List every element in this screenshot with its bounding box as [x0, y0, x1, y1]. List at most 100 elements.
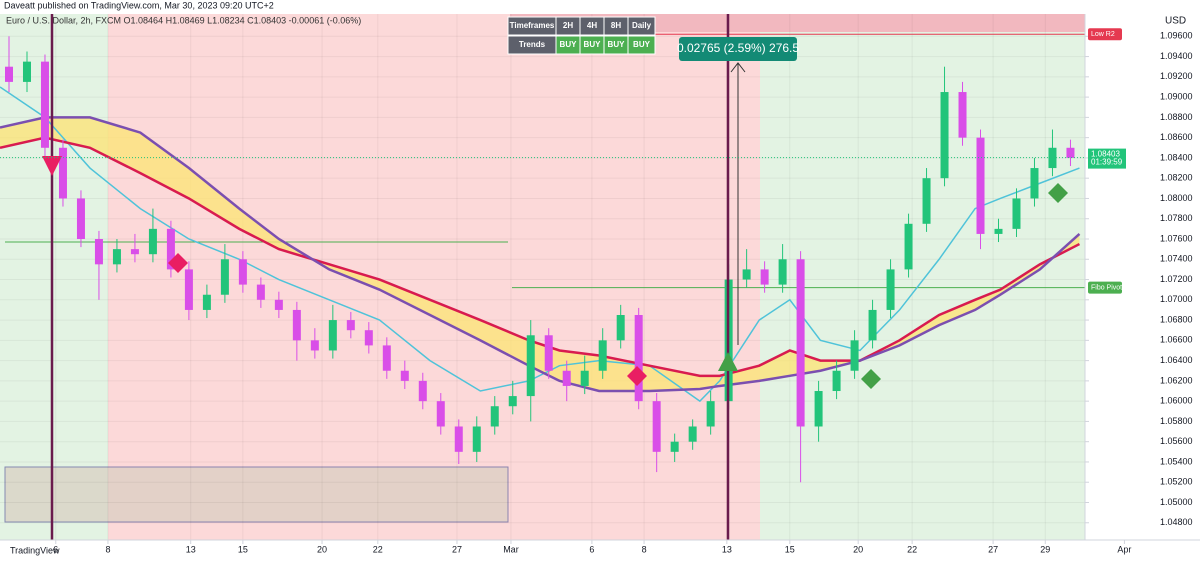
y-tick-label: 1.08000	[1160, 193, 1193, 203]
range-box	[4, 466, 509, 523]
level-label: Fibo Pivot	[1091, 284, 1122, 291]
candle-body	[274, 299, 283, 310]
x-tick-label: 15	[785, 544, 795, 554]
y-tick-label: 1.04800	[1160, 517, 1193, 527]
x-tick-label: 29	[1040, 544, 1050, 554]
sell-marker	[42, 156, 62, 176]
table-text: 4H	[587, 21, 597, 30]
y-tick-label: 1.09400	[1160, 51, 1193, 61]
table-cell	[627, 35, 656, 55]
y-tick-label: 1.07400	[1160, 254, 1193, 264]
candle-body	[40, 61, 49, 148]
y-tick-label: 1.06200	[1160, 375, 1193, 385]
candle-body	[778, 259, 787, 285]
candle-body	[76, 198, 85, 239]
candle-body	[994, 228, 1003, 234]
y-tick-label: 1.06800	[1160, 314, 1193, 324]
y-tick-label: 1.05600	[1160, 436, 1193, 446]
sell-diamond	[168, 253, 188, 273]
candle-body	[364, 330, 373, 346]
candle-body	[796, 259, 805, 427]
level-label: Low R2	[1091, 31, 1115, 38]
candle-body	[292, 309, 301, 341]
y-tick-label: 1.09600	[1160, 31, 1193, 41]
arrow-head	[730, 62, 746, 73]
x-tick-label: 6	[53, 544, 58, 554]
candle-body	[580, 370, 589, 386]
table-cell	[627, 16, 656, 36]
candle-body	[166, 228, 175, 270]
y-tick-label: 1.06400	[1160, 355, 1193, 365]
x-tick-label: 27	[452, 544, 462, 554]
bull-zone	[760, 14, 1085, 540]
table-text: BUY	[633, 40, 651, 49]
candle-body	[310, 340, 319, 351]
table-text: 8H	[611, 21, 621, 30]
candle-body	[328, 320, 337, 351]
zones	[0, 14, 1085, 540]
y-tick-label: 1.05000	[1160, 497, 1193, 507]
candle-body	[598, 340, 607, 371]
y-tick-label: 1.09000	[1160, 91, 1193, 101]
trend-table: Timeframes 2H 4H 8H Daily Trends BUY BUY BUY BUY	[507, 16, 656, 55]
y-tick-label: 1.08400	[1160, 152, 1193, 162]
candle-body	[544, 335, 553, 371]
y-tick-label: 1.07200	[1160, 274, 1193, 284]
countdown: 01:39:59	[1091, 158, 1123, 167]
buy-diamond	[1048, 183, 1068, 203]
y-tick-label: 1.07800	[1160, 213, 1193, 223]
last-price: 1.08403	[1091, 150, 1120, 159]
y-tick-label: 1.08800	[1160, 112, 1193, 122]
candle-body	[814, 391, 823, 427]
axis-labels: 1.04800 1.05000 1.05200 1.05400 1.05600 1.058…	[53, 31, 1192, 555]
y-tick-label: 1.05400	[1160, 456, 1193, 466]
candle-body	[130, 249, 139, 255]
candle-body	[652, 401, 661, 452]
candle-body	[4, 66, 13, 82]
y-tick-label: 1.07000	[1160, 294, 1193, 304]
x-tick-label: 27	[988, 544, 998, 554]
last-price-tag	[1088, 148, 1126, 169]
candle-body	[382, 345, 391, 371]
bull-zone	[0, 14, 108, 540]
x-tick-label: Apr	[1117, 544, 1131, 554]
table-text: BUY	[560, 40, 578, 49]
ma-line	[0, 116, 1081, 393]
table-text: 2H	[563, 21, 573, 30]
table-text: Timeframes	[510, 21, 555, 30]
candle-body	[616, 315, 625, 341]
x-tick-label: 20	[853, 544, 863, 554]
y-tick-label: 1.05200	[1160, 477, 1193, 487]
buy-diamond	[861, 369, 881, 389]
x-tick-label: 13	[722, 544, 732, 554]
candle-body	[1012, 198, 1021, 229]
candle-body	[706, 401, 715, 427]
level-tag	[1088, 281, 1122, 294]
candle-body	[346, 320, 355, 331]
candle-body	[688, 426, 697, 442]
candle-body	[1066, 147, 1075, 158]
currency: USD	[1165, 16, 1186, 27]
candle-body	[94, 238, 103, 265]
x-tick-label: 8	[642, 544, 647, 554]
candle-body	[508, 396, 517, 407]
cloud-fill	[0, 117, 1080, 392]
candle-body	[436, 401, 445, 427]
sell-diamond	[627, 366, 647, 386]
candle-body	[634, 315, 643, 402]
candle-body	[256, 284, 265, 300]
candle-body	[472, 426, 481, 452]
candle-body	[940, 92, 949, 179]
candle-body	[202, 294, 211, 310]
candle-body	[742, 269, 751, 280]
x-tick-label: 15	[238, 544, 248, 554]
candle-body	[184, 269, 193, 310]
header: Daveatt published on TradingView.com, Ma…	[4, 0, 274, 10]
candle-body	[454, 426, 463, 452]
x-tick-label: 6	[589, 544, 594, 554]
candle-body	[832, 370, 841, 392]
x-tick-label: 22	[373, 544, 383, 554]
legend: Euro / U.S. Dollar, 2h, FXCM O1.08464 H1…	[6, 15, 361, 25]
